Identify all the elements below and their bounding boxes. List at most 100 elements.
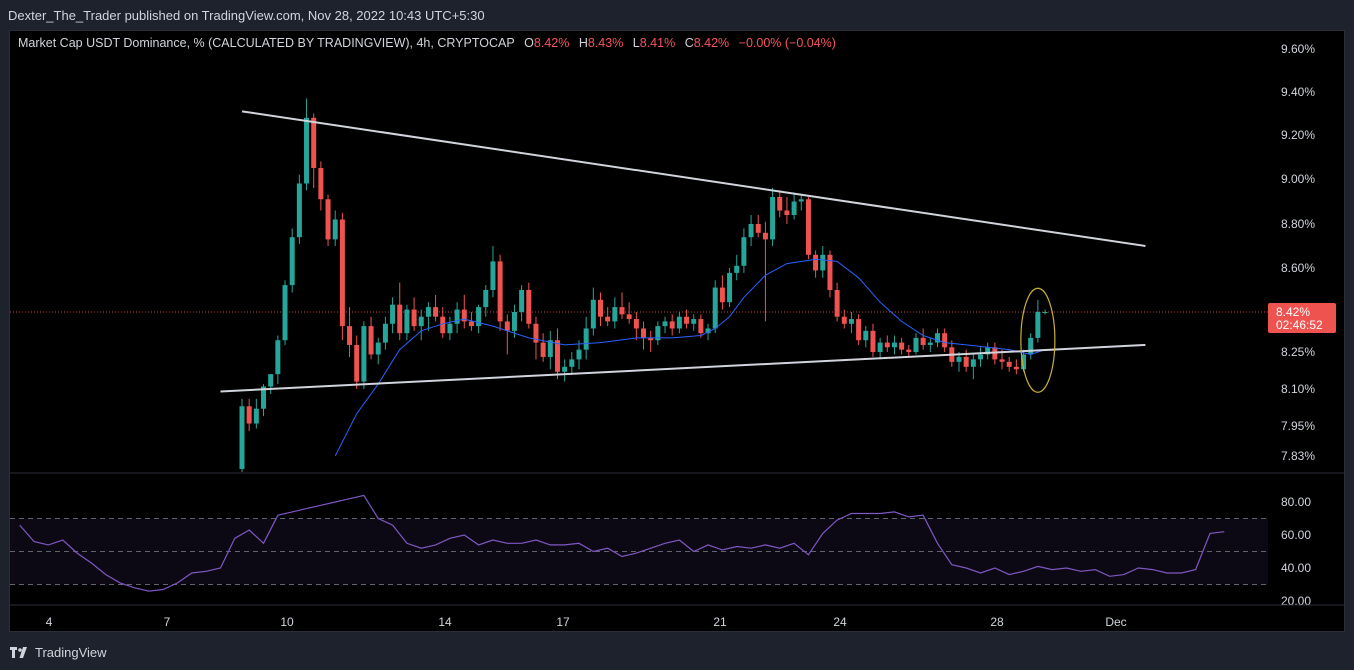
candle-body xyxy=(1006,361,1012,367)
candle-body xyxy=(719,287,725,303)
chart-frame[interactable] xyxy=(9,30,1345,632)
tradingview-brand: TradingView xyxy=(35,645,107,660)
candle-body xyxy=(913,337,919,352)
candle-body xyxy=(920,337,926,345)
candle-body xyxy=(275,340,281,375)
rsi-line xyxy=(19,494,1225,592)
candle-body xyxy=(891,342,897,348)
candle-body xyxy=(942,333,948,348)
candle-body xyxy=(375,342,381,355)
candle-body xyxy=(626,314,632,320)
candle-body xyxy=(282,285,288,341)
candle-body xyxy=(641,328,647,338)
time-tick-label: 14 xyxy=(438,615,452,629)
rsi-tick-label: 20.00 xyxy=(1281,594,1311,608)
time-tick-label: 28 xyxy=(990,615,1004,629)
candle-body xyxy=(748,224,754,238)
price-tick-label: 8.80% xyxy=(1281,217,1315,231)
candle-body xyxy=(390,304,396,324)
price-tick-label: 9.00% xyxy=(1281,172,1315,186)
legend-low: 8.41% xyxy=(639,36,676,50)
candle-body xyxy=(296,183,302,238)
rsi-band-fill xyxy=(10,518,1268,585)
candle-body xyxy=(662,321,668,327)
time-tick-label: 10 xyxy=(280,615,294,629)
candle-body xyxy=(440,316,446,334)
candle-body xyxy=(569,359,575,367)
candle-body xyxy=(963,356,969,367)
legend-high: 8.43% xyxy=(587,36,624,50)
candle-body xyxy=(476,307,482,327)
candle-body xyxy=(813,254,819,271)
rsi-tick-label: 40.00 xyxy=(1281,561,1311,575)
candle-body xyxy=(870,330,876,352)
header-bar: Dexter_The_Trader published on TradingVi… xyxy=(0,0,1354,30)
candle-body xyxy=(770,197,776,240)
candle-body xyxy=(633,319,639,329)
candle-body xyxy=(777,197,783,211)
candle-body xyxy=(655,326,661,341)
candle-body xyxy=(447,323,453,334)
candle-body xyxy=(712,287,718,329)
candle-body xyxy=(382,323,388,343)
legend-symbol: Market Cap USDT Dominance, % (CALCULATED… xyxy=(18,36,515,50)
candle-body xyxy=(289,237,295,286)
candle-body xyxy=(1035,312,1041,338)
candle-body xyxy=(791,201,797,215)
trendline-lower xyxy=(220,343,1146,393)
candle-body xyxy=(590,299,596,329)
axes: 9.60% 9.40% 9.20% 9.00% 8.80% 8.60% 8.25% 8.10%… xyxy=(10,42,1344,629)
legend-open: 8.42% xyxy=(533,36,570,50)
candle-body xyxy=(727,272,733,303)
price-tick-label: 9.60% xyxy=(1281,42,1315,56)
candle-body xyxy=(927,342,933,345)
chart-legend: Market Cap USDT Dominance, % (CALCULATED… xyxy=(18,36,836,50)
candle-body xyxy=(368,326,374,355)
candle-body xyxy=(762,232,768,240)
candle-body xyxy=(347,326,353,345)
highlight-ellipse xyxy=(1020,287,1056,393)
time-tick-label: 4 xyxy=(46,615,53,629)
price-plot xyxy=(10,98,1268,472)
candle-body xyxy=(619,307,625,315)
candle-body xyxy=(698,319,704,334)
candle-body xyxy=(411,309,417,327)
candle-body xyxy=(999,359,1005,362)
candle-body xyxy=(253,408,259,424)
candle-body xyxy=(562,366,568,372)
price-tick-label: 8.60% xyxy=(1281,261,1315,275)
candle-body xyxy=(676,316,682,329)
candle-body xyxy=(598,299,603,317)
candle-body xyxy=(970,359,976,367)
candle-body xyxy=(934,333,940,343)
candle-body xyxy=(841,316,847,324)
candle-body xyxy=(827,254,833,290)
candle-body xyxy=(361,326,367,382)
candle-body xyxy=(576,349,582,360)
candle-body xyxy=(856,319,862,341)
candle-body xyxy=(906,349,912,352)
tradingview-logo[interactable]: TradingView xyxy=(10,645,107,660)
candle-body xyxy=(461,309,467,322)
candle-body xyxy=(583,328,589,350)
candle-body xyxy=(325,199,331,240)
candle-body xyxy=(863,330,869,341)
moving-average-line xyxy=(334,258,1046,457)
candle-body xyxy=(483,290,489,308)
legend-change: −0.00% (−0.04%) xyxy=(738,36,836,50)
candle-body xyxy=(1028,337,1034,355)
candle-body xyxy=(734,265,740,273)
rsi-tick-label: 80.00 xyxy=(1281,495,1311,509)
candle-body xyxy=(956,356,962,362)
candle-body xyxy=(261,386,267,409)
candle-body xyxy=(899,342,905,350)
candle-body xyxy=(985,347,991,355)
candle-body xyxy=(605,316,611,322)
published-by-text: Dexter_The_Trader published on TradingVi… xyxy=(8,8,485,23)
candle-body xyxy=(1013,366,1019,370)
candle-body xyxy=(490,261,496,290)
candle-body xyxy=(691,319,697,324)
candle-body xyxy=(978,354,984,360)
candle-body xyxy=(547,340,553,357)
